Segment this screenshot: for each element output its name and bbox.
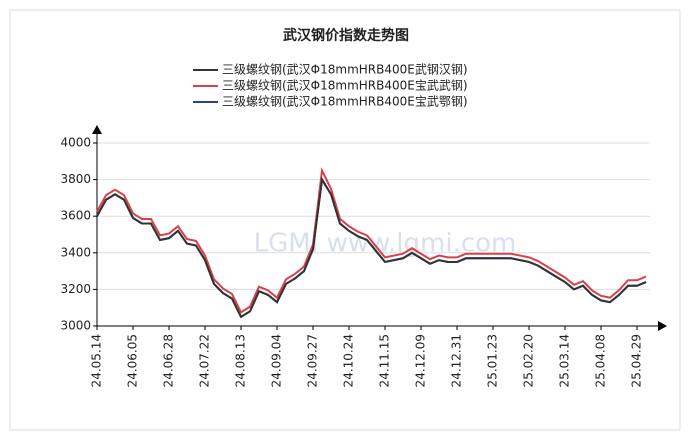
y-tick-label: 3400 — [60, 245, 91, 259]
x-tick-label: 25.03.14 — [558, 334, 572, 387]
legend-label: 三级螺纹钢(武汉Φ18mmHRB400E宝武鄂钢) — [222, 95, 468, 109]
series-line — [96, 166, 647, 314]
x-tick-label: 24.10.24 — [342, 334, 356, 387]
x-tick-label: 24.08.13 — [234, 334, 248, 387]
x-tick-label: 25.01.23 — [486, 334, 500, 387]
y-arrow — [92, 125, 102, 134]
legend-label: 三级螺纹钢(武汉Φ18mmHRB400E武钢汉钢) — [222, 63, 468, 77]
x-tick-label: 25.02.20 — [522, 334, 536, 387]
series-line — [96, 176, 647, 319]
x-tick-label: 24.12.31 — [450, 334, 464, 387]
y-tick-label: 3200 — [60, 282, 91, 296]
x-tick-label: 24.11.15 — [378, 334, 392, 387]
x-tick-label: 25.04.29 — [630, 334, 644, 387]
x-tick-label: 24.09.04 — [270, 334, 284, 387]
legend-label: 三级螺纹钢(武汉Φ18mmHRB400E宝武武钢) — [222, 79, 468, 93]
frame — [9, 9, 681, 431]
x-tick-label: 24.06.05 — [126, 334, 140, 387]
x-tick-label: 24.05.14 — [90, 334, 104, 387]
y-tick-label: 4000 — [60, 136, 91, 150]
y-tick-label: 3000 — [60, 319, 91, 333]
x-tick-label: 24.07.22 — [198, 334, 212, 387]
y-tick-label: 3600 — [60, 209, 91, 223]
x-tick-label: 25.04.08 — [594, 334, 608, 387]
chart-title: 武汉钢价指数走势图 — [283, 27, 409, 44]
x-tick-label: 24.06.28 — [162, 334, 176, 387]
x-arrow — [658, 321, 667, 331]
y-tick-label: 3800 — [60, 172, 91, 186]
x-tick-label: 24.09.27 — [306, 334, 320, 387]
x-tick-label: 24.12.09 — [414, 334, 428, 387]
